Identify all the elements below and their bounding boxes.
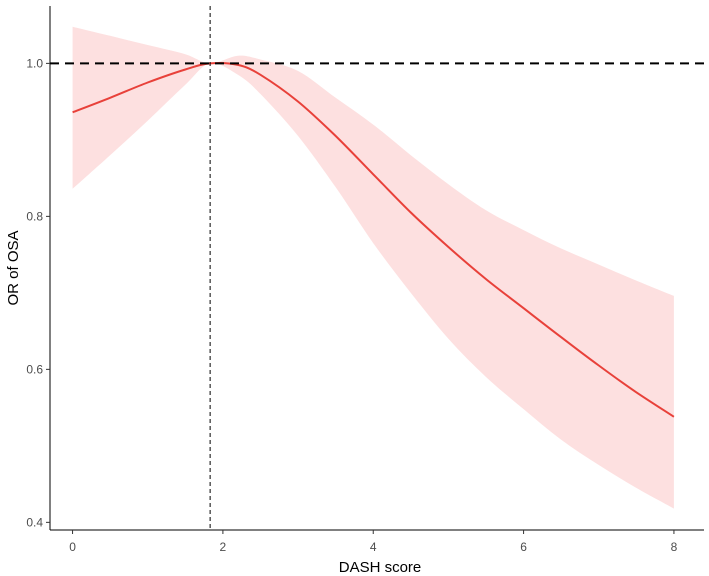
confidence-band bbox=[72, 26, 674, 509]
axis-ticks: 0 2 4 6 8 0.4 0.6 0.8 1.0 bbox=[26, 56, 677, 554]
y-tick-label: 1.0 bbox=[26, 56, 43, 70]
y-axis-title: OR of OSA bbox=[5, 230, 22, 305]
x-tick-label: 2 bbox=[220, 540, 227, 554]
x-tick-label: 6 bbox=[520, 540, 527, 554]
plot-area bbox=[50, 6, 704, 530]
y-tick-label: 0.8 bbox=[26, 209, 43, 223]
x-tick-label: 8 bbox=[671, 540, 678, 554]
y-tick-label: 0.6 bbox=[26, 362, 43, 376]
x-tick-label: 4 bbox=[370, 540, 377, 554]
x-tick-label: 0 bbox=[69, 540, 76, 554]
or-curve-line bbox=[72, 62, 675, 418]
x-axis-title: DASH score bbox=[339, 559, 422, 576]
y-tick-label: 0.4 bbox=[26, 515, 43, 529]
